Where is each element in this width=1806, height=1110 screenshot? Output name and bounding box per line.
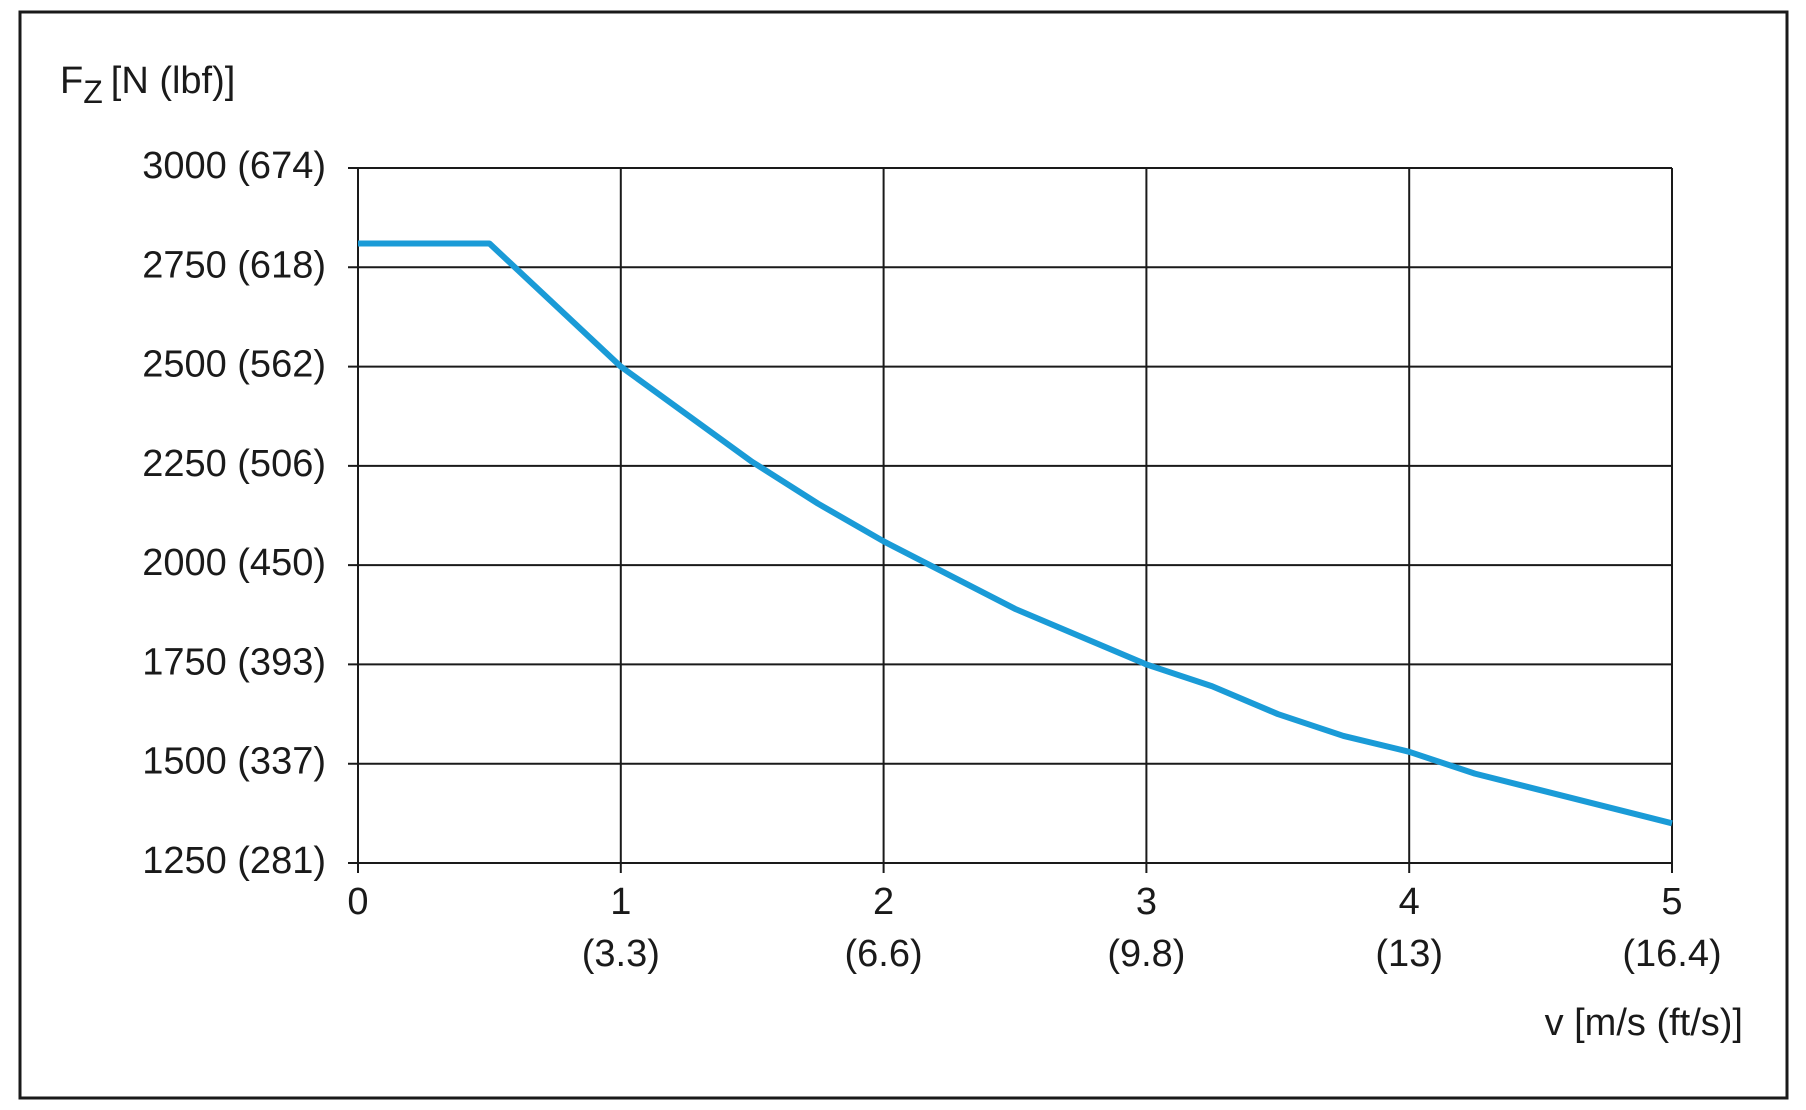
y-axis-label: FZ [N (lbf)] [60,60,235,110]
y-tick-label: 2000 (450) [142,542,326,584]
y-tick-label: 1250 (281) [142,840,326,882]
x-tick-label: 5 [1661,881,1682,923]
x-tick-sublabel: (16.4) [1622,933,1721,975]
y-label-sub: Z [83,74,103,110]
x-tick-label: 3 [1136,881,1157,923]
y-tick-label: 3000 (674) [142,145,326,187]
y-tick-label: 1500 (337) [142,741,326,783]
x-tick-label: 1 [610,881,631,923]
x-tick-label: 4 [1399,881,1420,923]
x-tick-label: 2 [873,881,894,923]
x-tick-sublabel: (3.3) [582,933,660,975]
x-tick-sublabel: (13) [1375,933,1443,975]
y-tick-label: 2500 (562) [142,344,326,386]
line-series [358,240,1673,827]
frame [18,10,1789,1100]
x-tick-sublabel: (6.6) [845,933,923,975]
x-tick-sublabel: (9.8) [1107,933,1185,975]
y-tick-label: 1750 (393) [142,641,326,683]
x-axis-label: v [m/s (ft/s)] [1545,1002,1743,1044]
y-tick-label: 2750 (618) [142,244,326,286]
x-tick-label: 0 [347,881,368,923]
y-label-unit: [N (lbf)] [111,60,236,102]
y-tick-label: 2250 (506) [142,443,326,485]
y-label-symbol: F [60,60,83,102]
